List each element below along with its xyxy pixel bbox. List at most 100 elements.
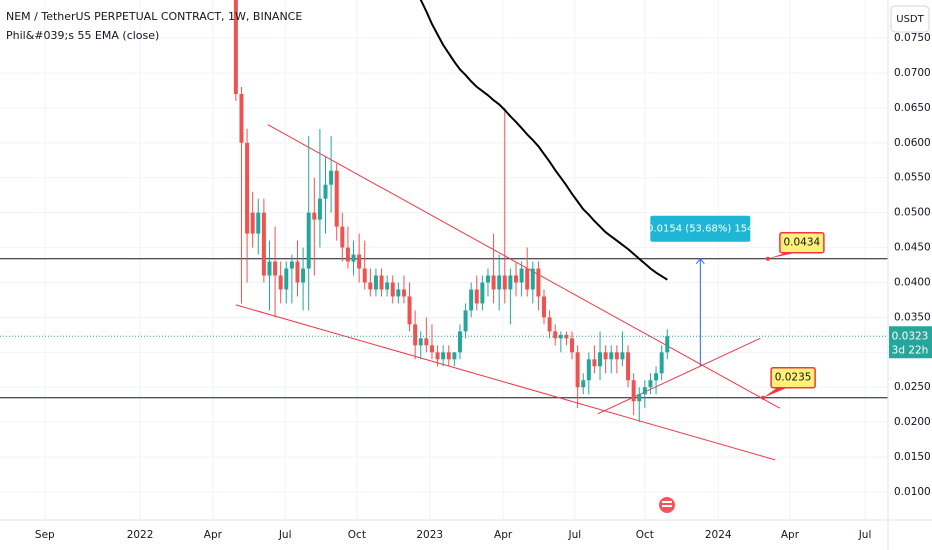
event-flag [662, 505, 672, 507]
candle-body [446, 352, 451, 360]
candle-body [659, 352, 664, 374]
candle-body [536, 268, 541, 297]
indicator-label: Phil&#039;s 55 EMA (close) [6, 29, 159, 42]
candle-body [452, 352, 457, 360]
grid [0, 0, 888, 520]
candle-body [351, 254, 356, 262]
candle-body [508, 275, 513, 290]
candle-body [603, 352, 608, 360]
candle-body [513, 275, 518, 283]
candle-body [301, 268, 306, 283]
plot: 0.0154 (53.68%) 154 0.0434 0.0235 [0, 0, 888, 461]
candle-body [519, 268, 524, 283]
candle-body [289, 261, 294, 269]
candle-body [256, 212, 261, 234]
candle-body [620, 352, 625, 360]
candle-body [598, 352, 603, 367]
y-tick-label: 0.0550 [894, 172, 931, 184]
y-tick-label: 0.0750 [894, 32, 931, 44]
x-tick-label: Jul [278, 529, 292, 541]
candle-body [648, 380, 653, 388]
trend-line [597, 337, 761, 415]
candle-body [261, 212, 266, 276]
y-tick-label: 0.0350 [894, 311, 931, 323]
measure-box [650, 215, 751, 242]
candle-body [233, 0, 238, 94]
candle-body [637, 394, 642, 402]
measure-arrowhead [695, 257, 705, 265]
ema-line [419, 0, 668, 281]
y-tick-label: 0.0250 [894, 381, 931, 393]
candle-body [401, 289, 406, 297]
trend-line [235, 304, 776, 461]
candle-body [575, 352, 580, 388]
candle-body [357, 254, 362, 269]
events-icon[interactable] [659, 497, 675, 513]
y-tick-label: 0.0400 [894, 276, 931, 288]
candle-body [441, 352, 446, 360]
y-tick-label: 0.0500 [894, 207, 931, 219]
candle-body [407, 296, 412, 325]
candle-body [525, 268, 530, 290]
candle-body [581, 380, 586, 388]
x-tick-label: Apr [781, 529, 800, 541]
callout-box [770, 366, 816, 389]
candle-body [485, 275, 490, 283]
candle-body [239, 93, 244, 143]
candle-body [642, 387, 647, 395]
callout-dot [765, 256, 770, 261]
candle-body [273, 261, 278, 276]
measure-label: 0.0154 (53.68%) 154 [647, 224, 753, 235]
chart-title: NEM / TetherUS PERPETUAL CONTRACT, 1W, B… [6, 10, 302, 23]
candle-body [323, 184, 328, 199]
candle-body [396, 289, 401, 297]
x-tick-label: 2023 [416, 529, 443, 541]
candle-body [480, 282, 485, 304]
candle-body [317, 198, 322, 220]
candle-body [491, 275, 496, 290]
candle-body [457, 331, 462, 353]
candle-body [502, 275, 507, 290]
candle-body [469, 289, 474, 311]
axes: 0.01000.01500.02000.02500.03000.03500.04… [35, 32, 932, 541]
candle-body [373, 275, 378, 290]
candle-body [429, 345, 434, 353]
x-tick-label: Oct [636, 529, 654, 541]
callout-pointer [763, 387, 788, 398]
currency-label[interactable]: USDT [896, 14, 924, 25]
candle-body [564, 334, 569, 339]
candle-body [547, 317, 552, 332]
callout-label: 0.0235 [775, 372, 812, 384]
candle-body [278, 275, 283, 290]
candle-body [424, 338, 429, 346]
x-tick-label: Jul [567, 529, 581, 541]
candle-body [474, 289, 479, 304]
candle-body [463, 310, 468, 332]
currency-button[interactable] [890, 5, 930, 33]
x-tick-label: Apr [204, 529, 223, 541]
candle-body [665, 336, 670, 353]
callout-pointer [767, 252, 796, 259]
x-tick-label: 2022 [127, 529, 154, 541]
candle-body [413, 324, 418, 346]
event-flag [662, 501, 672, 503]
candle-body [250, 212, 255, 234]
y-tick-label: 0.0200 [894, 416, 931, 428]
candle-body [553, 331, 558, 339]
candle-body [614, 352, 619, 360]
candle-body [530, 268, 535, 290]
last-price-box [889, 326, 932, 359]
countdown-label: 3d 22h [892, 344, 929, 356]
candle-body [609, 352, 614, 360]
callout-dot [761, 395, 766, 400]
y-tick-label: 0.0700 [894, 67, 931, 79]
candle-body [586, 359, 591, 381]
candle-body [570, 338, 575, 353]
candle-body [345, 247, 350, 262]
candle-body [418, 338, 423, 346]
candle-body [435, 352, 440, 360]
callout-label: 0.0434 [783, 237, 820, 249]
last-price-label: 0.0323 [892, 330, 929, 342]
